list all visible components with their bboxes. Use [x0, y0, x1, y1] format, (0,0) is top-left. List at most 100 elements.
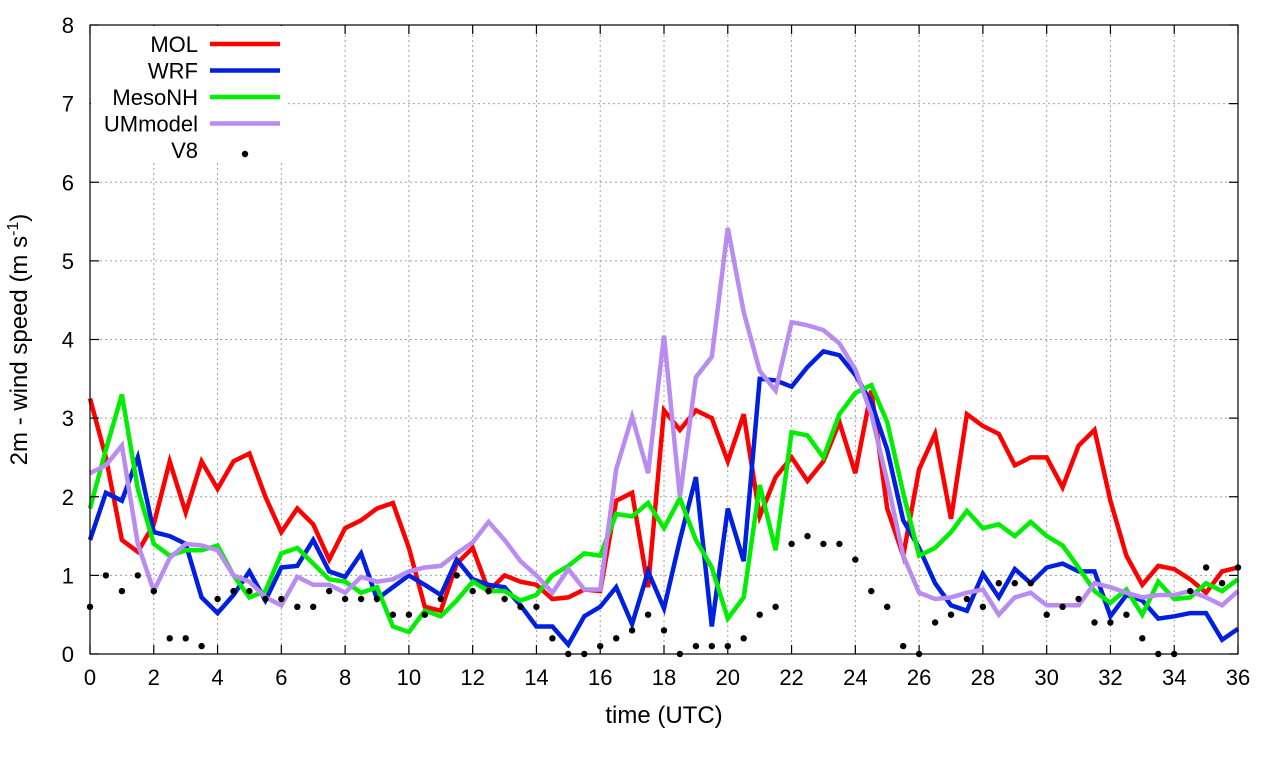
data-point-v8 — [118, 587, 126, 595]
legend-label: MesoNH — [112, 85, 198, 110]
legend-item-wrf: WRF — [148, 59, 280, 84]
y-axis-label-superscript: -1 — [5, 222, 22, 236]
series-mesonh — [87, 382, 1240, 635]
data-point-v8 — [230, 587, 237, 595]
data-point-v8 — [804, 532, 811, 540]
legend-item-mol: MOL — [150, 32, 280, 57]
x-tick-label: 18 — [652, 665, 676, 690]
y-tick-label: 6 — [62, 170, 74, 195]
data-point-v8 — [644, 611, 652, 618]
data-point-v8 — [963, 595, 971, 603]
x-tick-label: 4 — [211, 665, 223, 690]
data-point-v8 — [294, 603, 301, 610]
x-tick-label: 12 — [460, 665, 484, 690]
y-tick-label: 5 — [62, 249, 74, 274]
data-point-v8 — [931, 619, 939, 626]
data-point-v8 — [246, 587, 253, 595]
data-point-v8 — [1043, 611, 1050, 618]
data-point-v8 — [501, 595, 508, 603]
series-mol — [87, 390, 1239, 614]
data-point-v8 — [1011, 580, 1018, 587]
data-point-v8 — [453, 572, 460, 579]
y-tick-label: 0 — [62, 642, 74, 667]
data-point-v8 — [262, 595, 269, 603]
data-point-v8 — [740, 635, 747, 642]
data-point-v8 — [182, 635, 189, 642]
data-point-v8 — [166, 635, 173, 642]
data-point-v8 — [469, 587, 476, 595]
x-tick-label: 30 — [1034, 665, 1058, 690]
data-point-v8 — [134, 572, 141, 579]
data-point-v8 — [756, 611, 763, 618]
series-ummodel — [88, 227, 1240, 619]
data-point-v8 — [198, 642, 205, 650]
x-tick-label: 28 — [971, 665, 995, 690]
data-point-v8 — [1091, 619, 1098, 626]
data-point-v8 — [947, 611, 955, 618]
legend-label: MOL — [150, 32, 198, 57]
x-tick-label: 8 — [339, 665, 351, 690]
y-axis-label-end: ) — [6, 214, 33, 222]
data-point-v8 — [660, 627, 668, 634]
x-tick-label: 36 — [1226, 665, 1250, 690]
legend-item-v8: V8 — [171, 138, 249, 163]
data-point-v8 — [102, 572, 110, 579]
data-point-v8 — [868, 587, 875, 595]
data-point-v8 — [549, 635, 556, 642]
data-point-v8 — [389, 611, 397, 618]
x-tick-label: 10 — [397, 665, 421, 690]
data-point-v8 — [357, 595, 365, 603]
data-point-v8 — [437, 595, 444, 603]
data-point-v8 — [517, 603, 524, 610]
legend-label: WRF — [148, 59, 198, 84]
x-tick-label: 32 — [1098, 665, 1122, 690]
axis-ticks: 0 2 4 6 8 10 12 14 16 18 20 22 24 26 28 30 32 34 360123456… — [62, 13, 1250, 690]
data-point-v8 — [278, 595, 285, 603]
legend-item-ummodel: UMmodel — [104, 112, 280, 137]
legend-label: V8 — [171, 138, 198, 163]
x-tick-label: 26 — [907, 665, 931, 690]
data-point-v8 — [613, 635, 620, 642]
data-point-v8 — [1123, 611, 1130, 618]
data-point-v8 — [995, 580, 1002, 587]
data-point-v8 — [485, 587, 492, 595]
data-point-v8 — [628, 627, 636, 634]
y-tick-label: 4 — [62, 328, 74, 353]
legend-item-mesonh: MesoNH — [112, 85, 280, 110]
data-point-v8 — [884, 603, 891, 610]
data-point-v8 — [900, 642, 907, 650]
x-tick-label: 2 — [148, 665, 160, 690]
y-axis-label: 2m - wind speed (m s-1) — [5, 214, 33, 466]
series-wrf — [87, 348, 1240, 649]
data-point-v8 — [1059, 603, 1066, 610]
data-point-v8 — [1139, 635, 1146, 642]
x-axis-label: time (UTC) — [605, 702, 722, 729]
grid-lines — [90, 25, 1238, 654]
data-point-v8 — [1218, 580, 1226, 587]
data-point-v8 — [708, 642, 715, 650]
x-tick-label: 6 — [275, 665, 287, 690]
y-tick-label: 3 — [62, 406, 74, 431]
y-tick-label: 2 — [62, 485, 74, 510]
data-point-v8 — [1202, 564, 1210, 571]
x-tick-label: 24 — [843, 665, 867, 690]
data-point-v8 — [979, 603, 987, 610]
data-point-v8 — [852, 556, 859, 563]
series-line-mesonh — [87, 382, 1240, 635]
legend-swatch — [241, 150, 249, 158]
data-point-v8 — [1027, 580, 1034, 587]
x-tick-label: 34 — [1162, 665, 1186, 690]
data-point-v8 — [772, 603, 779, 610]
series-line-mol — [87, 390, 1239, 614]
series-line-ummodel — [88, 227, 1240, 619]
series-v8 — [86, 532, 1242, 658]
data-point-v8 — [341, 595, 349, 603]
data-point-v8 — [1107, 619, 1114, 626]
data-point-v8 — [421, 611, 428, 618]
data-point-v8 — [373, 595, 381, 603]
data-point-v8 — [692, 642, 700, 650]
x-tick-label: 0 — [84, 665, 96, 690]
legend-label: UMmodel — [104, 112, 198, 137]
y-axis-label-text: 2m - wind speed (m s — [6, 236, 33, 465]
